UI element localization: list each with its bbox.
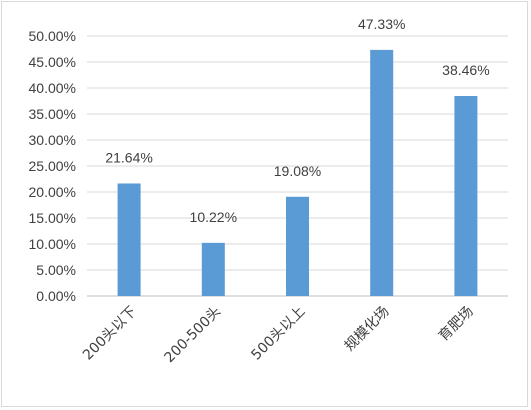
bar — [454, 96, 478, 297]
y-tick-label: 0.00% — [36, 288, 76, 304]
y-tick-label: 10.00% — [29, 236, 76, 252]
data-labels: 21.64% 10.22% 19.08% 47.33% 38.46% — [105, 16, 489, 225]
x-category-label: 规模化场 — [342, 304, 393, 355]
gridlines — [87, 35, 508, 297]
y-axis-tick-labels: 0.00% 5.00% 10.00% 15.00% 20.00% 25.00% 30.00%… — [29, 28, 76, 304]
y-tick-label: 5.00% — [36, 262, 76, 278]
bars — [117, 49, 478, 297]
data-label: 47.33% — [358, 16, 405, 32]
x-category-label: 500头以上 — [248, 304, 308, 364]
data-label: 38.46% — [442, 62, 489, 78]
y-tick-label: 25.00% — [29, 158, 76, 174]
y-tick-label: 35.00% — [29, 106, 76, 122]
data-label: 21.64% — [105, 149, 152, 165]
data-label: 10.22% — [190, 209, 237, 225]
data-label: 19.08% — [274, 163, 321, 179]
x-category-label: 200头以下 — [80, 304, 140, 364]
y-tick-label: 50.00% — [29, 28, 76, 44]
y-tick-label: 40.00% — [29, 80, 76, 96]
x-category-label: 育肥场 — [436, 304, 477, 345]
x-category-label: 200-500头 — [162, 304, 225, 367]
bar — [201, 242, 225, 296]
y-tick-label: 30.00% — [29, 132, 76, 148]
bar — [117, 183, 141, 296]
bar — [286, 196, 309, 296]
x-axis-category-labels: 200头以下 200-500头 500头以上 规模化场 育肥场 — [80, 304, 477, 367]
y-tick-label: 20.00% — [29, 184, 76, 200]
bar — [370, 49, 394, 296]
y-tick-label: 15.00% — [29, 210, 76, 226]
y-tick-label: 45.00% — [29, 54, 76, 70]
